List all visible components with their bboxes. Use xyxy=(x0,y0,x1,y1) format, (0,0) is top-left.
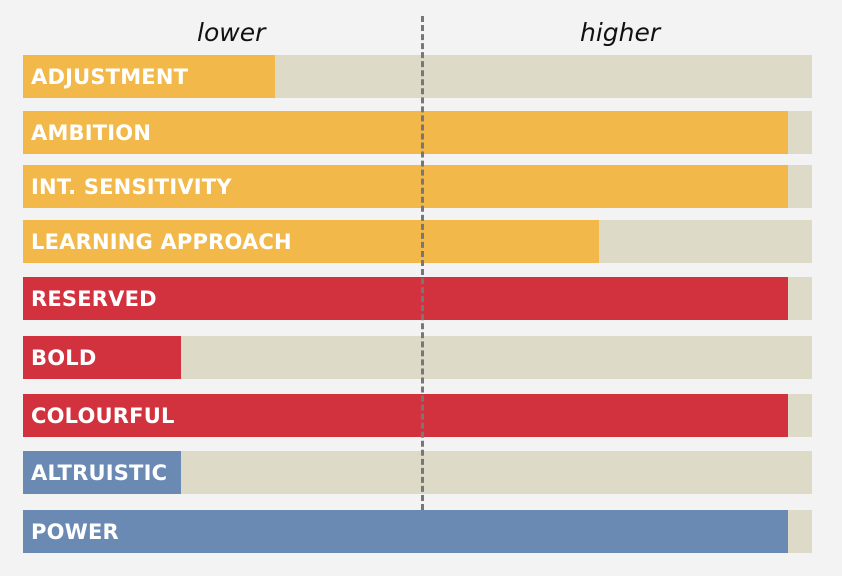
bar-track: AMBITION xyxy=(23,111,812,154)
bar-track: RESERVED xyxy=(23,277,812,320)
bar-label: ALTRUISTIC xyxy=(31,460,168,485)
bar-label: BOLD xyxy=(31,345,97,370)
bar-label: INT. SENSITIVITY xyxy=(31,174,232,199)
bar-track: ADJUSTMENT xyxy=(23,55,812,98)
bar-fill xyxy=(23,510,789,553)
bar-fill xyxy=(23,277,789,320)
midpoint-line xyxy=(421,16,424,510)
bar-track: POWER xyxy=(23,510,812,553)
bar-fill xyxy=(23,451,181,494)
bar-fill xyxy=(23,111,789,154)
bar-label: ADJUSTMENT xyxy=(31,64,189,89)
bar-fill xyxy=(23,165,789,208)
bar-track: ALTRUISTIC xyxy=(23,451,812,494)
bar-label: AMBITION xyxy=(31,120,152,145)
bar-label: RESERVED xyxy=(31,286,157,311)
bar-fill xyxy=(23,220,599,263)
bar-track: COLOURFUL xyxy=(23,394,812,437)
axis-label-higher: higher xyxy=(580,18,661,47)
bar-track: LEARNING APPROACH xyxy=(23,220,812,263)
bar-track: BOLD xyxy=(23,336,812,379)
bar-label: POWER xyxy=(31,519,119,544)
bar-label: LEARNING APPROACH xyxy=(31,229,292,254)
axis-label-lower: lower xyxy=(197,18,266,47)
bar-fill xyxy=(23,336,181,379)
bar-label: COLOURFUL xyxy=(31,403,175,428)
bar-fill xyxy=(23,55,276,98)
bar-fill xyxy=(23,394,789,437)
bar-track: INT. SENSITIVITY xyxy=(23,165,812,208)
